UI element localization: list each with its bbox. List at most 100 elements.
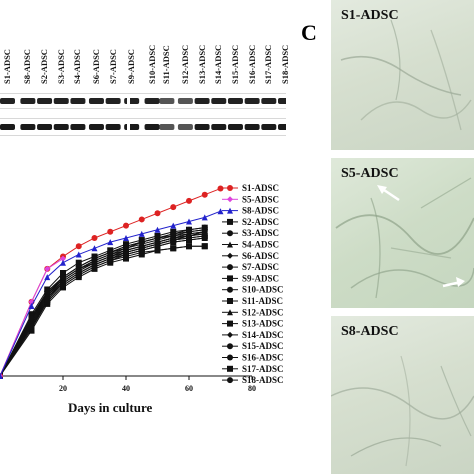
blot-band bbox=[211, 124, 227, 130]
blot-band bbox=[124, 124, 140, 130]
data-point bbox=[201, 191, 208, 198]
legend-label: S4-ADSC bbox=[242, 240, 279, 250]
blot-band bbox=[194, 98, 210, 104]
blot-band bbox=[211, 98, 227, 104]
data-point bbox=[217, 185, 224, 192]
legend-label: S10-ADSC bbox=[242, 285, 284, 295]
data-point bbox=[107, 257, 114, 264]
blot-band bbox=[88, 98, 104, 104]
data-point bbox=[186, 226, 192, 233]
blot-lane-label: S18-ADSC bbox=[280, 44, 290, 84]
data-point bbox=[60, 282, 66, 289]
data-point bbox=[60, 270, 66, 276]
micrograph-s8: S8-ADSC bbox=[331, 316, 474, 474]
data-point bbox=[186, 237, 192, 244]
data-point bbox=[60, 274, 66, 281]
data-point bbox=[44, 274, 51, 281]
blot-lane-label: S3-ADSC bbox=[55, 49, 66, 84]
blot-band bbox=[278, 98, 293, 104]
blot-lane-label: S2-ADSC bbox=[39, 49, 50, 84]
data-point bbox=[154, 234, 161, 241]
blot-band bbox=[70, 98, 86, 104]
data-point bbox=[227, 286, 233, 293]
data-point bbox=[28, 323, 35, 330]
data-point bbox=[170, 239, 177, 246]
micrograph-label: S8-ADSC bbox=[341, 324, 399, 339]
data-point bbox=[154, 226, 161, 233]
legend-item: S16-ADSC bbox=[222, 353, 284, 363]
legend-label: S2-ADSC bbox=[242, 217, 279, 227]
legend-item: S2-ADSC bbox=[222, 217, 279, 227]
micrograph-label: S1-ADSC bbox=[341, 8, 399, 23]
legend-item: S6-ADSC bbox=[222, 251, 279, 261]
cell-texture bbox=[340, 19, 472, 131]
micrograph-s1: S1-ADSC bbox=[331, 0, 474, 150]
data-point bbox=[227, 298, 233, 304]
x-axis-label: Days in culture bbox=[68, 400, 153, 415]
panel-c-label: C bbox=[301, 20, 317, 45]
blot-lane-label: S14-ADSC bbox=[213, 44, 224, 84]
legend-label: S12-ADSC bbox=[242, 307, 284, 317]
data-point bbox=[123, 222, 129, 229]
arrow-icon bbox=[442, 277, 465, 288]
data-point bbox=[123, 234, 129, 241]
data-point bbox=[201, 243, 208, 250]
blot-band bbox=[244, 124, 260, 130]
legend-label: S15-ADSC bbox=[242, 341, 284, 351]
blot-band bbox=[261, 98, 277, 104]
data-point bbox=[138, 239, 145, 246]
blot-lane-labels: S1-ADSC S8-ADSC S2-ADSC S3-ADSC S4-ADSC S6-AD… bbox=[0, 0, 290, 88]
legend-item: S8-ADSC bbox=[222, 206, 279, 216]
blot-lane-label: S8-ADSC bbox=[22, 49, 33, 84]
data-point bbox=[227, 275, 233, 282]
blot-band bbox=[20, 98, 36, 104]
blot-gap bbox=[127, 94, 130, 108]
legend-label: S8-ADSC bbox=[242, 206, 279, 216]
data-point bbox=[186, 243, 192, 250]
blot-band bbox=[144, 98, 160, 104]
blot-band bbox=[227, 98, 243, 104]
data-point bbox=[227, 241, 233, 248]
legend-label: S3-ADSC bbox=[242, 228, 279, 238]
legend-label: S16-ADSC bbox=[242, 353, 284, 363]
data-point bbox=[170, 245, 177, 252]
data-point bbox=[170, 230, 177, 237]
data-point bbox=[154, 247, 161, 254]
data-point bbox=[186, 218, 192, 225]
blot-band bbox=[105, 124, 121, 130]
data-point bbox=[60, 259, 66, 266]
legend-label: S6-ADSC bbox=[242, 251, 279, 261]
data-point bbox=[217, 208, 224, 215]
data-point bbox=[227, 264, 233, 271]
data-point bbox=[75, 259, 82, 266]
legend-label: S9-ADSC bbox=[242, 273, 279, 283]
data-point bbox=[44, 288, 51, 295]
micrograph-label: S5-ADSC bbox=[341, 166, 399, 181]
blot-band bbox=[88, 124, 104, 130]
blot-band bbox=[227, 124, 243, 130]
blot-band bbox=[124, 98, 140, 104]
legend-item: S4-ADSC bbox=[222, 240, 279, 250]
data-point bbox=[227, 320, 233, 327]
data-point bbox=[44, 298, 51, 305]
series-s8-adsc bbox=[0, 208, 224, 379]
x-tick-label: 60 bbox=[185, 384, 193, 393]
series-s1-adsc bbox=[0, 185, 224, 379]
series-line bbox=[0, 210, 221, 377]
cell-texture bbox=[335, 177, 474, 299]
data-point bbox=[91, 245, 98, 252]
data-point bbox=[60, 255, 66, 262]
data-point bbox=[0, 373, 3, 379]
blot-band bbox=[20, 124, 36, 130]
data-point bbox=[123, 243, 129, 250]
data-point bbox=[227, 218, 233, 225]
cell-texture bbox=[331, 355, 474, 467]
legend-label: S11-ADSC bbox=[242, 296, 283, 306]
data-point bbox=[227, 354, 233, 361]
blot-band bbox=[159, 98, 175, 104]
legend-label: S14-ADSC bbox=[242, 330, 284, 340]
x-tick-label: 40 bbox=[122, 384, 130, 393]
data-point bbox=[227, 196, 233, 203]
legend-item: S10-ADSC bbox=[222, 285, 284, 295]
blot-lane-label: S17-ADSC bbox=[263, 44, 274, 84]
